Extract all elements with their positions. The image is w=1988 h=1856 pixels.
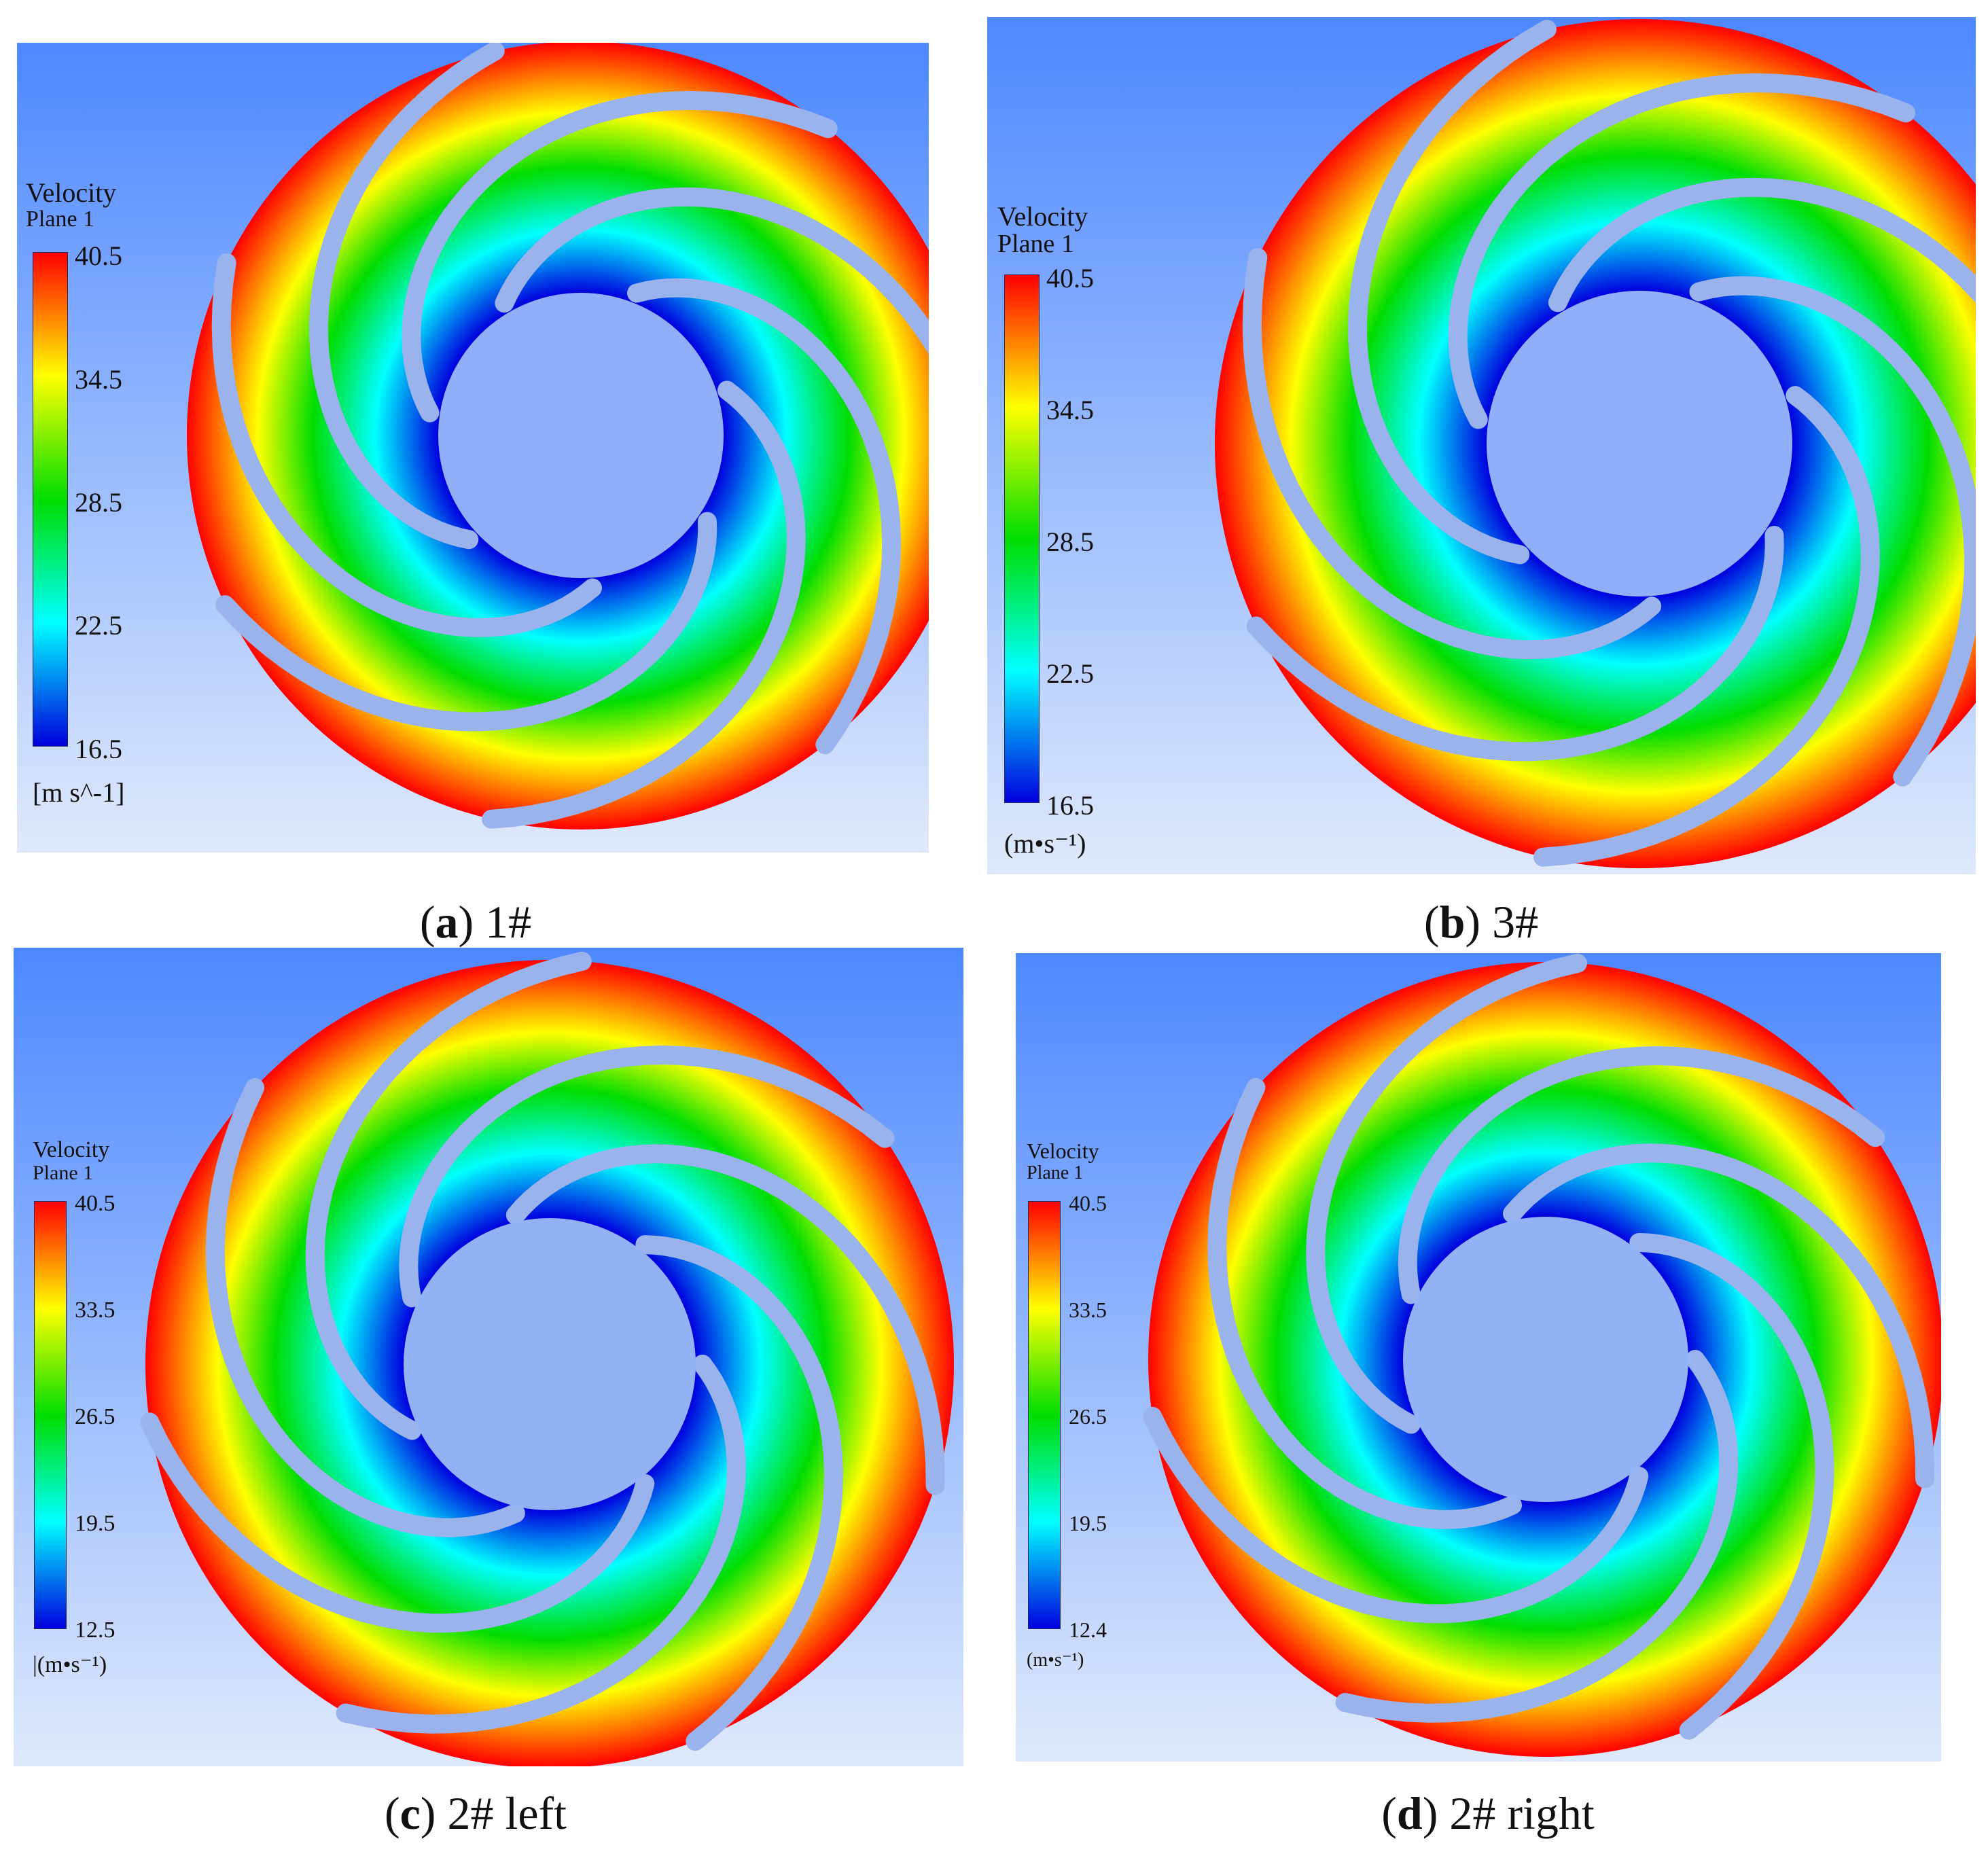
contour-panel-b: Velocity Plane 1 40.5 34.5 28.5 22.5 16.… (987, 17, 1976, 874)
legend-tick: 33.5 (1069, 1298, 1107, 1322)
legend-tick: 16.5 (75, 734, 122, 764)
velocity-legend: Velocity Plane 1 40.5 33.5 26.5 19.5 12.… (1027, 1139, 1183, 1683)
legend-tick: 40.5 (75, 240, 122, 271)
caption-c: (c) 2# left (384, 1787, 567, 1839)
legend-subtitle: Plane 1 (997, 230, 1074, 258)
caption-d: (d) 2# right (1381, 1787, 1595, 1839)
contour-panel-a: Velocity Plane 1 40.5 34.5 28.5 22.5 16.… (17, 43, 929, 853)
legend-tick: 22.5 (75, 610, 122, 641)
impeller-blade (1242, 248, 1662, 660)
impeller-blade (308, 43, 505, 550)
legend-tick: 12.5 (75, 1618, 116, 1643)
impeller-blade (1503, 1143, 1934, 1488)
impeller-velocity-contour (1016, 953, 1941, 1762)
impeller-blade (1548, 177, 1976, 313)
color-scale-bar (1004, 274, 1040, 803)
impeller-blade (635, 1235, 844, 1751)
impeller-blade (1335, 1350, 1739, 1723)
caption-label: 2# right (1449, 1787, 1595, 1839)
legend-unit: |(m•s⁻¹) (33, 1652, 107, 1677)
caption-letter: a (435, 896, 459, 948)
hub-opening (404, 1218, 696, 1510)
legend-tick: 16.5 (1046, 790, 1094, 821)
impeller-velocity-contour (14, 948, 963, 1766)
impeller-blade (1448, 73, 1915, 429)
impeller-blade (1689, 276, 1976, 787)
caption-letter: c (400, 1787, 421, 1839)
impeller-blade (215, 512, 717, 732)
caption-letter: d (1396, 1787, 1423, 1839)
caption-label: 3# (1492, 896, 1539, 948)
legend-title: Velocity (997, 201, 1088, 232)
impeller-blade (1207, 1077, 1522, 1529)
legend-subtitle: Plane 1 (33, 1161, 94, 1184)
impeller-blade (140, 1412, 655, 1633)
legend-tick: 40.5 (1069, 1191, 1107, 1215)
legend-unit: [m s^-1] (33, 777, 125, 808)
impeller-blade (1533, 386, 1880, 867)
legend-title: Velocity (1027, 1139, 1099, 1163)
legend-tick: 19.5 (1069, 1511, 1107, 1535)
color-scale-bar (1028, 1201, 1061, 1629)
impeller-blade (402, 90, 838, 423)
impeller-blade (1398, 1046, 1885, 1304)
legend-title: Velocity (26, 177, 117, 208)
velocity-legend: Velocity Plane 1 40.5 34.5 28.5 22.5 16.… (26, 179, 182, 851)
caption-a: (a) 1# (419, 896, 532, 948)
impeller-blade (627, 278, 902, 755)
hub-opening (1403, 1217, 1688, 1502)
color-scale-bar (34, 1201, 67, 1629)
legend-tick: 33.5 (75, 1298, 116, 1323)
legend-subtitle: Plane 1 (26, 207, 95, 232)
color-scale-bar (33, 252, 68, 747)
impeller-blade (1246, 526, 1784, 762)
impeller-velocity-contour (17, 43, 929, 853)
legend-unit: (m•s⁻¹) (1027, 1649, 1084, 1671)
contour-panel-c: Velocity Plane 1 40.5 33.5 26.5 19.5 12.… (14, 948, 963, 1766)
impeller-blade (1306, 953, 1587, 1434)
velocity-legend: Velocity Plane 1 40.5 34.5 28.5 22.5 16.… (997, 202, 1154, 874)
legend-unit: (m•s⁻¹) (1004, 828, 1086, 859)
legend-tick: 12.4 (1069, 1618, 1107, 1642)
impeller-blade (399, 1045, 895, 1308)
caption-label: 1# (485, 896, 532, 948)
hub-opening (1487, 291, 1792, 596)
impeller-velocity-contour (987, 17, 1976, 874)
legend-tick: 26.5 (1069, 1404, 1107, 1429)
caption-letter: b (1439, 896, 1466, 948)
hub-opening (438, 293, 724, 578)
impeller-blade (482, 380, 806, 829)
legend-tick: 34.5 (1046, 395, 1094, 425)
impeller-blade (336, 1355, 746, 1734)
legend-tick: 40.5 (1046, 263, 1094, 293)
impeller-blade (505, 1144, 945, 1495)
legend-subtitle: Plane 1 (1027, 1162, 1084, 1183)
impeller-blade (1143, 1406, 1649, 1624)
impeller-blade (211, 253, 602, 637)
legend-tick: 19.5 (75, 1511, 116, 1536)
impeller-blade (305, 951, 592, 1440)
caption-b: (b) 3# (1423, 896, 1539, 948)
legend-tick: 40.5 (75, 1191, 116, 1216)
caption-label: 2# left (447, 1787, 567, 1839)
legend-tick: 34.5 (75, 364, 122, 395)
legend-tick: 22.5 (1046, 658, 1094, 689)
contour-panel-d: Velocity Plane 1 40.5 33.5 26.5 19.5 12.… (1016, 953, 1941, 1762)
impeller-blade (205, 1077, 525, 1537)
impeller-blade (1629, 1233, 1834, 1740)
impeller-blade (1347, 20, 1557, 565)
impeller-blade (495, 187, 929, 355)
legend-tick: 28.5 (75, 487, 122, 518)
velocity-legend: Velocity Plane 1 40.5 33.5 26.5 19.5 12.… (33, 1138, 189, 1681)
legend-title: Velocity (33, 1137, 110, 1162)
legend-tick: 26.5 (75, 1404, 116, 1429)
legend-tick: 28.5 (1046, 527, 1094, 557)
